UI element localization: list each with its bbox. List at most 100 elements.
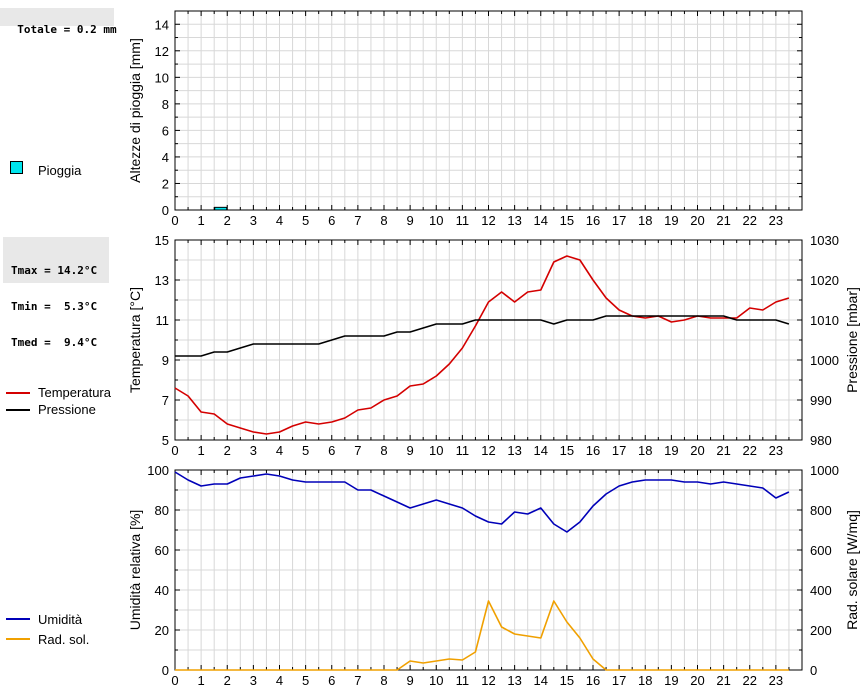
temperature-summary-box: Tmax = 14.2°C Tmin = 5.3°C Tmed = 9.4°C bbox=[3, 237, 109, 349]
y-tick-label: 8 bbox=[162, 97, 169, 112]
y-tick-label: 4 bbox=[162, 150, 169, 165]
radiation-legend-swatch bbox=[6, 638, 30, 640]
x-tick-label: 2 bbox=[224, 673, 231, 688]
x-tick-label: 5 bbox=[302, 443, 309, 458]
x-tick-label: 20 bbox=[690, 673, 704, 688]
x-tick-label: 4 bbox=[276, 443, 283, 458]
x-tick-label: 1 bbox=[198, 213, 205, 228]
y-axis-label: Altezze di pioggia [mm] bbox=[127, 38, 143, 183]
y-tick-label: 9 bbox=[162, 353, 169, 368]
x-tick-label: 7 bbox=[354, 673, 361, 688]
x-tick-label: 9 bbox=[407, 443, 414, 458]
y-tick-label: 60 bbox=[155, 543, 169, 558]
y-tick-label: 14 bbox=[155, 17, 169, 32]
x-tick-label: 19 bbox=[664, 213, 678, 228]
y-tick-label: 20 bbox=[155, 623, 169, 638]
y-tick-label: 15 bbox=[155, 233, 169, 248]
temperature-legend-swatch bbox=[6, 392, 30, 394]
x-tick-label: 10 bbox=[429, 443, 443, 458]
y-tick-label: 40 bbox=[155, 583, 169, 598]
y-axis-label: Temperatura [°C] bbox=[127, 287, 143, 393]
x-tick-label: 21 bbox=[716, 443, 730, 458]
x-tick-label: 22 bbox=[743, 213, 757, 228]
x-tick-label: 3 bbox=[250, 673, 257, 688]
y-right-tick-label: 600 bbox=[810, 543, 832, 558]
x-tick-label: 5 bbox=[302, 213, 309, 228]
x-tick-label: 10 bbox=[429, 673, 443, 688]
x-tick-label: 1 bbox=[198, 673, 205, 688]
x-tick-label: 22 bbox=[743, 673, 757, 688]
x-tick-label: 14 bbox=[534, 673, 548, 688]
radiation-legend-label: Rad. sol. bbox=[38, 632, 90, 647]
x-tick-label: 17 bbox=[612, 443, 626, 458]
x-tick-label: 1 bbox=[198, 443, 205, 458]
rain-legend-swatch bbox=[10, 161, 23, 174]
y-right-axis-label: Pressione [mbar] bbox=[844, 287, 860, 393]
y-right-tick-label: 200 bbox=[810, 623, 832, 638]
y-right-tick-label: 980 bbox=[810, 433, 832, 448]
x-tick-label: 8 bbox=[380, 443, 387, 458]
y-right-tick-label: 1030 bbox=[810, 233, 839, 248]
x-tick-label: 9 bbox=[407, 213, 414, 228]
y-right-tick-label: 800 bbox=[810, 503, 832, 518]
x-tick-label: 22 bbox=[743, 443, 757, 458]
pressure-line bbox=[175, 315, 790, 357]
x-tick-label: 19 bbox=[664, 443, 678, 458]
tmed-text: Tmed = 9.4°C bbox=[11, 336, 98, 349]
x-tick-label: 21 bbox=[716, 673, 730, 688]
y-tick-label: 12 bbox=[155, 44, 169, 59]
humidity-legend-label: Umidità bbox=[38, 612, 83, 627]
x-tick-label: 18 bbox=[638, 673, 652, 688]
x-tick-label: 14 bbox=[534, 213, 548, 228]
chart-panel-3 bbox=[174, 469, 803, 671]
x-tick-label: 6 bbox=[328, 213, 335, 228]
y-tick-label: 80 bbox=[155, 503, 169, 518]
x-tick-label: 7 bbox=[354, 443, 361, 458]
tmax-text: Tmax = 14.2°C bbox=[11, 264, 98, 277]
x-tick-label: 15 bbox=[560, 443, 574, 458]
humidity-line bbox=[174, 471, 790, 533]
y-tick-label: 5 bbox=[162, 433, 169, 448]
x-tick-label: 11 bbox=[456, 213, 470, 228]
rain-legend-label: Pioggia bbox=[38, 163, 82, 178]
y-right-tick-label: 990 bbox=[810, 393, 832, 408]
y-axis-label: Umidità relativa [%] bbox=[127, 510, 143, 631]
temperature-line bbox=[174, 255, 790, 435]
x-tick-label: 7 bbox=[354, 213, 361, 228]
x-tick-label: 13 bbox=[507, 673, 521, 688]
x-tick-label: 17 bbox=[612, 213, 626, 228]
y-tick-label: 11 bbox=[156, 313, 170, 328]
y-right-tick-label: 1000 bbox=[810, 463, 839, 478]
x-tick-label: 18 bbox=[638, 213, 652, 228]
x-tick-label: 20 bbox=[690, 213, 704, 228]
y-tick-label: 0 bbox=[162, 663, 169, 678]
y-right-tick-label: 400 bbox=[810, 583, 832, 598]
y-right-tick-label: 1020 bbox=[810, 273, 839, 288]
rain-total-box: Totale = 0.2 mm bbox=[0, 8, 117, 36]
x-tick-label: 23 bbox=[769, 673, 783, 688]
rain-bar bbox=[214, 206, 228, 211]
y-tick-label: 2 bbox=[162, 176, 169, 191]
x-tick-label: 13 bbox=[507, 443, 521, 458]
y-tick-label: 7 bbox=[162, 393, 169, 408]
y-tick-label: 6 bbox=[162, 123, 169, 138]
x-tick-label: 6 bbox=[328, 673, 335, 688]
x-tick-label: 10 bbox=[429, 213, 443, 228]
x-tick-label: 16 bbox=[586, 443, 600, 458]
x-tick-label: 8 bbox=[380, 213, 387, 228]
x-tick-label: 15 bbox=[560, 213, 574, 228]
radiation-line bbox=[175, 600, 789, 671]
x-tick-label: 6 bbox=[328, 443, 335, 458]
x-tick-label: 5 bbox=[302, 673, 309, 688]
x-tick-label: 18 bbox=[638, 443, 652, 458]
rain-total-text: Totale = 0.2 mm bbox=[17, 23, 117, 36]
temperature-legend-label: Temperatura bbox=[38, 385, 111, 400]
y-right-tick-label: 1000 bbox=[810, 353, 839, 368]
x-tick-label: 0 bbox=[171, 213, 178, 228]
y-tick-label: 0 bbox=[162, 203, 169, 218]
x-tick-label: 11 bbox=[456, 673, 470, 688]
y-right-tick-label: 0 bbox=[810, 663, 817, 678]
x-tick-label: 2 bbox=[224, 443, 231, 458]
x-tick-label: 23 bbox=[769, 443, 783, 458]
